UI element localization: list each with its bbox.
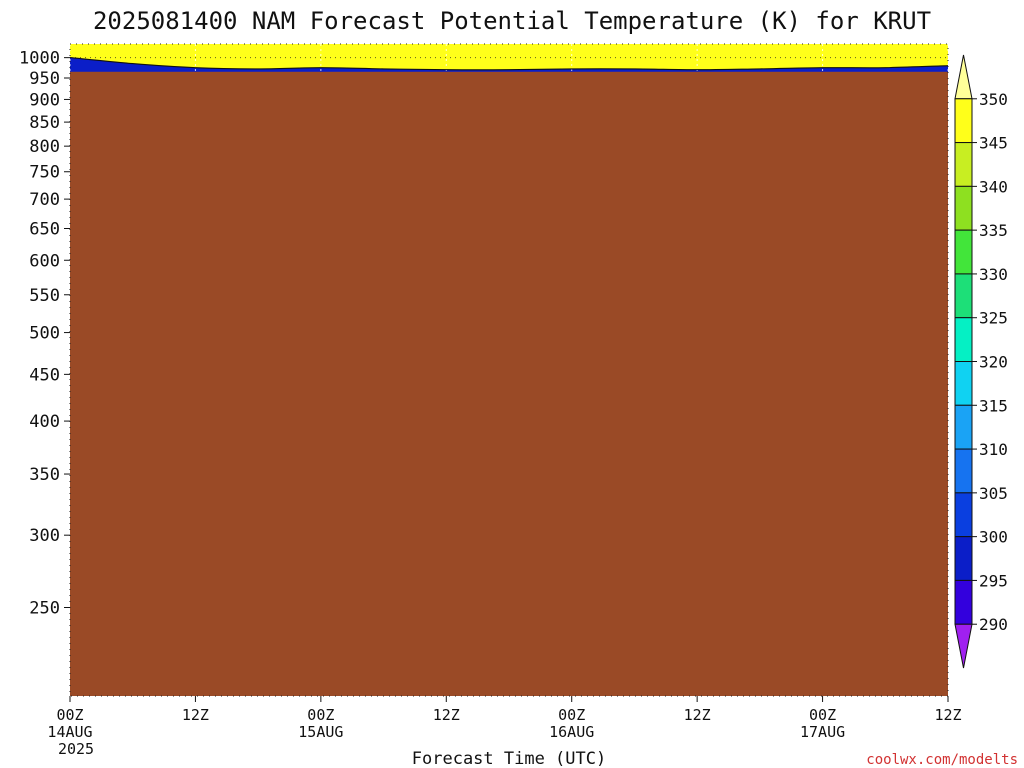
y-axis: 250 300 350 400 450 500 550 600 650 700 750 800 850 9…: [19, 49, 70, 618]
x-tick-line: 15AUG: [298, 723, 343, 741]
colorbar: 290 295 300 305 310 315 320 325 330 335 340 345 350: [954, 54, 1008, 669]
x-tick-label-36: 12Z: [433, 706, 460, 724]
colorbar-label-290: 290: [979, 615, 1008, 634]
x-tick-line: 00Z: [809, 706, 836, 724]
y-tick-label-400: 400: [29, 412, 60, 432]
ground-below-surface: [70, 71, 948, 696]
colorbar-box: [954, 273, 973, 319]
y-tick-label-300: 300: [29, 526, 60, 546]
x-tick-line: 12Z: [182, 706, 209, 724]
y-tick-label-800: 800: [29, 137, 60, 157]
x-tick-line: 00Z: [307, 706, 334, 724]
y-tick-label-350: 350: [29, 465, 60, 485]
colorbar-box: [954, 536, 973, 581]
x-tick-line: 16AUG: [549, 723, 594, 741]
colorbar-box: [954, 229, 973, 275]
x-tick-label-0: 00Z 14AUG 2025: [47, 706, 94, 758]
y-tick-label-850: 850: [29, 113, 60, 133]
y-tick-label-450: 450: [29, 365, 60, 385]
plot-frame: [69, 43, 949, 697]
colorbar-box: [954, 317, 973, 363]
colorbar-label-305: 305: [979, 484, 1008, 503]
colorbar-label-350: 350: [979, 90, 1008, 109]
x-tick-line: 00Z: [558, 706, 585, 724]
y-tick-label-600: 600: [29, 251, 60, 271]
colorbar-top-triangle: [954, 54, 973, 100]
x-tick-label-72: 00Z 17AUG: [800, 706, 845, 741]
colorbar-label-345: 345: [979, 134, 1008, 153]
x-tick-label-24: 00Z 15AUG: [298, 706, 343, 741]
x-tick-line: 12Z: [684, 706, 711, 724]
colorbar-label-300: 300: [979, 528, 1008, 547]
colorbar-label-340: 340: [979, 177, 1008, 196]
colorbar-bottom-triangle: [954, 623, 973, 669]
credit-text: coolwx.com/modelts: [866, 752, 1018, 768]
colorbar-box: [954, 579, 973, 625]
colorbar-box: [954, 98, 973, 144]
y-tick-label-900: 900: [29, 90, 60, 110]
x-axis-title: Forecast Time (UTC): [412, 749, 606, 768]
colorbar-label-330: 330: [979, 265, 1008, 284]
x-tick-label-60: 12Z: [684, 706, 711, 724]
y-tick-label-750: 750: [29, 163, 60, 183]
chart-title: 2025081400 NAM Forecast Potential Temper…: [93, 7, 931, 35]
x-tick-line: 17AUG: [800, 723, 845, 741]
x-tick-line: 00Z: [56, 706, 83, 724]
y-tick-label-1000: 1000: [19, 49, 60, 69]
y-tick-label-700: 700: [29, 190, 60, 210]
colorbar-label-310: 310: [979, 440, 1008, 459]
x-tick-line: 2025: [58, 740, 94, 758]
x-tick-line: 12Z: [433, 706, 460, 724]
x-tick-label-84: 12Z: [934, 706, 961, 724]
y-tick-label-500: 500: [29, 324, 60, 344]
y-tick-label-950: 950: [29, 69, 60, 89]
y-tick-label-650: 650: [29, 220, 60, 240]
colorbar-label-335: 335: [979, 221, 1008, 240]
colorbar-box: [954, 185, 973, 231]
x-tick-line: 12Z: [934, 706, 961, 724]
colorbar-box: [954, 404, 973, 450]
colorbar-label-325: 325: [979, 309, 1008, 328]
x-tick-label-12: 12Z: [182, 706, 209, 724]
y-tick-label-250: 250: [29, 598, 60, 618]
colorbar-label-315: 315: [979, 396, 1008, 415]
colorbar-label-320: 320: [979, 353, 1008, 372]
x-tick-line: 14AUG: [47, 723, 92, 741]
colorbar-box: [954, 448, 973, 494]
x-tick-label-48: 00Z 16AUG: [549, 706, 594, 741]
contour-298: [70, 57, 948, 71]
colorbar-box: [954, 492, 973, 538]
y-tick-label-550: 550: [29, 286, 60, 306]
colorbar-label-295: 295: [979, 571, 1008, 590]
colorbar-box: [954, 361, 973, 406]
colorbar-box: [954, 142, 973, 187]
